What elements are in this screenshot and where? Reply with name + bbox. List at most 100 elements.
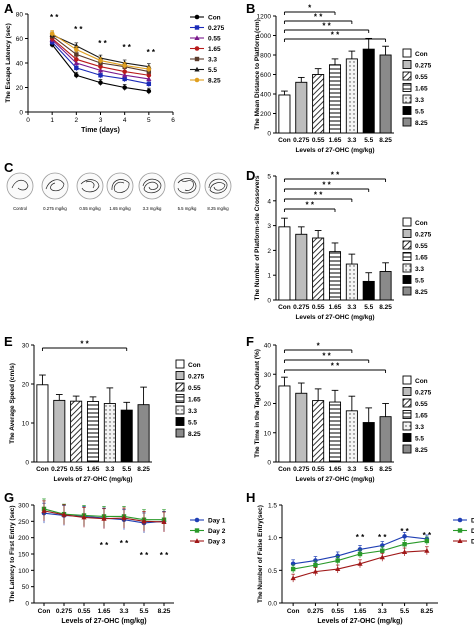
legend-label: 8.25 xyxy=(415,447,428,454)
bar xyxy=(278,226,291,301)
bar xyxy=(379,271,392,301)
legend-swatch xyxy=(402,433,412,442)
marker xyxy=(74,57,79,62)
y-tick-label: 20 xyxy=(264,401,272,408)
x-tick-label: 8.25 xyxy=(379,466,392,473)
bar xyxy=(328,251,342,301)
panel-h-line-chart: 0.0 0.5 1.0 1.5 Con 0.275 0.55 1.65 3.3 5.5 8.25 Le… xyxy=(257,503,474,625)
y-tick-label: 0.5 xyxy=(268,568,277,575)
legend-label: 1.65 xyxy=(415,86,428,93)
x-tick-label: 1.65 xyxy=(329,466,342,473)
pool-circle xyxy=(106,172,134,200)
legend-label: 1.65 xyxy=(208,46,221,53)
bar xyxy=(295,233,308,301)
marker xyxy=(313,562,318,568)
legend-label: 0.55 xyxy=(415,401,428,408)
y-axis-label: The Escape Latency (sec) xyxy=(5,23,12,102)
y-tick-label: 800 xyxy=(260,53,271,60)
y-tick-label: 40 xyxy=(16,61,24,68)
swim-path xyxy=(111,179,130,193)
significance-label: * * xyxy=(80,340,89,349)
legend-label: 0.275 xyxy=(415,63,432,70)
y-axis-label: The Number of False Entry(sec) xyxy=(257,505,264,603)
panel-letter-f: F xyxy=(246,334,254,349)
x-tick-label: 6 xyxy=(171,117,175,124)
marker xyxy=(98,58,103,63)
x-tick-label: 0.275 xyxy=(307,608,324,615)
marker xyxy=(335,566,341,572)
x-tick-label: 3.3 xyxy=(378,608,387,615)
marker xyxy=(141,518,147,524)
x-tick-label: 0.275 xyxy=(293,304,310,311)
x-tick-label: 5.5 xyxy=(139,608,148,615)
significance-label: * * xyxy=(98,39,107,48)
legend-label: 5.5 xyxy=(208,67,217,74)
y-tick-label: 0 xyxy=(267,131,271,138)
y-tick-label: 30 xyxy=(264,372,272,379)
x-tick-label: 0.275 xyxy=(293,466,310,473)
significance-label: * * xyxy=(331,171,340,180)
legend-label: 5.5 xyxy=(188,420,197,427)
x-tick-label: 8.25 xyxy=(379,304,392,311)
x-tick-label: Con xyxy=(278,466,291,473)
legend-swatch xyxy=(402,263,412,273)
legend-label: 8.25 xyxy=(208,78,221,85)
marker xyxy=(194,517,200,523)
marker xyxy=(122,85,127,90)
legend-label: 5.5 xyxy=(415,109,424,116)
y-tick-label: 40 xyxy=(264,343,272,350)
y-tick-label: 400 xyxy=(260,92,271,99)
x-tick-label: 3.3 xyxy=(347,304,356,311)
marker xyxy=(194,538,200,543)
x-tick-label: 0.55 xyxy=(312,466,325,473)
swim-path xyxy=(80,179,100,193)
y-tick-label: 0 xyxy=(25,601,29,608)
significance-label: * * xyxy=(331,31,340,40)
x-tick-label: 0.55 xyxy=(70,466,83,473)
x-axis-label: Levels of 27-OHC (mg/kg) xyxy=(53,476,132,483)
y-tick-label: 200 xyxy=(260,111,271,118)
legend-swatch xyxy=(175,371,185,380)
x-tick-label: 5.5 xyxy=(364,137,373,144)
significance-label: * * xyxy=(423,531,432,540)
legend-label: Con xyxy=(415,378,428,385)
swim-path xyxy=(142,178,162,194)
marker xyxy=(101,515,107,521)
x-tick-label: 1 xyxy=(50,117,54,124)
y-tick-label: 60 xyxy=(16,36,24,43)
marker xyxy=(194,14,200,20)
pool-circle xyxy=(204,172,232,200)
marker xyxy=(74,47,79,52)
legend-swatch xyxy=(402,229,412,238)
marker xyxy=(194,528,200,533)
significance-label: * * xyxy=(331,362,340,371)
marker xyxy=(74,65,79,71)
bar xyxy=(312,237,325,301)
legend-label: 1.65 xyxy=(415,413,428,420)
marker xyxy=(402,542,407,547)
y-tick-label: 1.5 xyxy=(268,503,277,510)
marker xyxy=(97,67,104,73)
x-tick-label: Con xyxy=(278,137,291,144)
x-tick-label: 0.55 xyxy=(312,137,325,144)
x-tick-label: 0.55 xyxy=(312,304,325,311)
x-tick-label: Con xyxy=(287,608,300,615)
y-tick-label: 30 xyxy=(22,343,30,350)
panel-letter-c: C xyxy=(4,160,14,175)
y-tick-label: 250 xyxy=(18,519,29,526)
legend-swatch xyxy=(402,240,412,250)
legend-swatch xyxy=(402,286,412,296)
bar xyxy=(86,401,100,463)
legend-label: 0.55 xyxy=(415,243,428,250)
panel-letter-d: D xyxy=(246,168,255,183)
marker xyxy=(457,528,463,533)
significance-label: * * xyxy=(356,533,365,542)
bar xyxy=(295,81,308,134)
bar xyxy=(70,400,83,463)
x-tick-label: 5 xyxy=(147,117,151,124)
marker xyxy=(194,35,200,40)
marker xyxy=(146,81,152,87)
y-tick-label: 50 xyxy=(22,584,30,591)
pool-circle xyxy=(6,172,34,200)
